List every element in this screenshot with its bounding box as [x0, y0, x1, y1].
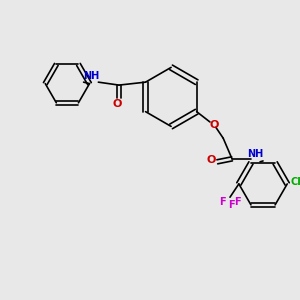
Text: NH: NH: [248, 148, 264, 158]
Text: O: O: [210, 120, 219, 130]
Text: NH: NH: [83, 71, 99, 81]
Text: F: F: [219, 196, 226, 207]
Text: F: F: [234, 196, 241, 207]
Text: O: O: [207, 155, 216, 165]
Text: O: O: [113, 99, 122, 109]
Text: Cl: Cl: [290, 178, 300, 188]
Text: F: F: [228, 200, 235, 210]
